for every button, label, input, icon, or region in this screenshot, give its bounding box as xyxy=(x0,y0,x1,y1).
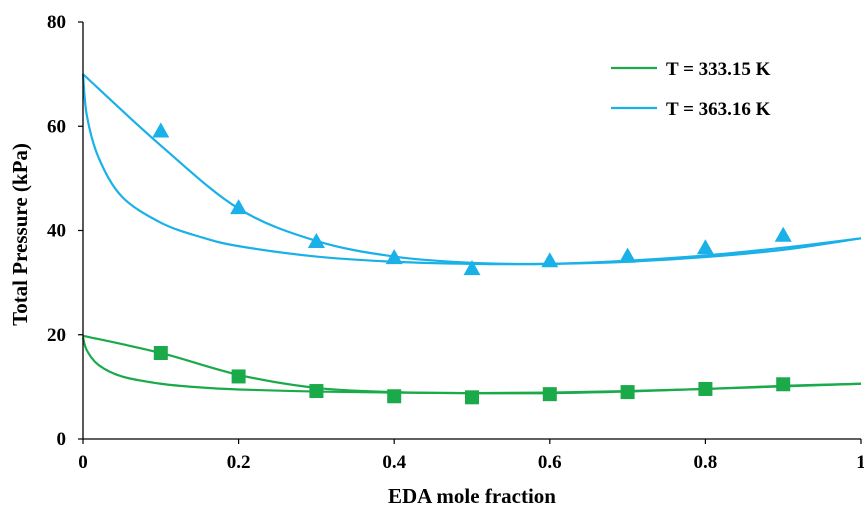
y-axis-title: Total Pressure (kPa) xyxy=(8,143,32,326)
tick-labels: 0 0.2 0.4 0.6 0.8 1 0 20 40 60 80 xyxy=(47,12,864,473)
y-tick-label: 60 xyxy=(47,116,66,137)
data-point-triangle xyxy=(385,249,403,265)
x-tick-label: 0 xyxy=(78,452,88,473)
data-point-square xyxy=(387,389,402,404)
x-axis-title: EDA mole fraction xyxy=(388,484,556,508)
data-point-triangle xyxy=(541,252,559,268)
axes xyxy=(78,21,862,444)
data-point-square xyxy=(153,345,168,360)
data-point-square xyxy=(542,387,557,402)
series-0-dew-curve xyxy=(82,334,862,395)
x-tick-label: 0.2 xyxy=(227,452,251,473)
series-1-bubble-curve xyxy=(81,74,862,266)
x-tick-label: 0.6 xyxy=(538,452,562,473)
data-point-square xyxy=(231,369,246,384)
data-point-square xyxy=(465,390,479,405)
data-point-triangle xyxy=(463,260,481,276)
y-tick-label: 20 xyxy=(47,325,66,346)
series-1-dew-curve xyxy=(82,73,862,266)
legend-label-333: T = 333.15 K xyxy=(666,59,771,80)
data-point-triangle xyxy=(696,239,714,255)
data-point-triangle xyxy=(619,247,637,263)
legend-label-363: T = 363.16 K xyxy=(666,99,771,120)
data-point-square xyxy=(698,381,713,396)
y-tick-label: 40 xyxy=(47,221,66,242)
y-tick-label: 80 xyxy=(47,12,66,33)
data-point-square xyxy=(620,385,635,400)
x-tick-label: 0.8 xyxy=(694,452,718,473)
data-point-triangle xyxy=(230,199,248,215)
data-point-triangle xyxy=(774,226,792,242)
x-tick-label: 1 xyxy=(856,452,864,473)
x-tick-label: 0.4 xyxy=(382,452,406,473)
plot-area xyxy=(81,73,862,405)
data-point-triangle xyxy=(152,122,170,138)
data-point-square xyxy=(776,377,791,392)
data-point-square xyxy=(309,384,324,399)
data-point-triangle xyxy=(307,232,325,248)
legend: T = 333.15 K T = 363.16 K xyxy=(611,59,771,120)
y-tick-label: 0 xyxy=(57,429,67,450)
